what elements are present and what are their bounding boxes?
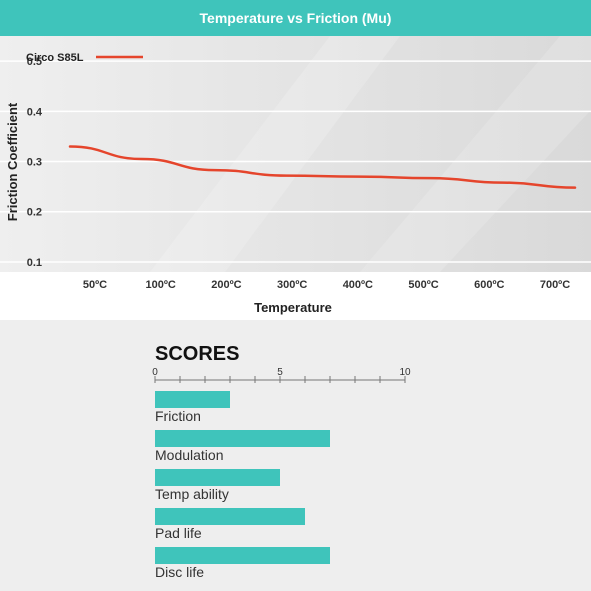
x-tick-label: 300ºC xyxy=(277,279,307,291)
friction-line-chart: 0.1 0.2 0.3 0.4 0.5 50ºC 100ºC 200ºC 300ºC 400ºC… xyxy=(0,36,591,315)
y-axis-title: Friction Coefficient xyxy=(5,102,20,221)
score-bar-label: Disc life xyxy=(155,564,204,580)
score-bar-label: Pad life xyxy=(155,525,202,541)
scores-title: SCORES xyxy=(155,343,239,365)
score-bar xyxy=(155,391,230,408)
score-bar-label: Friction xyxy=(155,408,201,424)
series-line-circo-s85l xyxy=(68,145,577,189)
legend: Circo S85L xyxy=(26,52,143,64)
y-tick-label: 0.5 xyxy=(27,56,42,68)
scores-tick-label: 5 xyxy=(277,367,283,378)
y-tick-label: 0.4 xyxy=(27,106,43,118)
x-tick-label: 100ºC xyxy=(146,279,176,291)
y-tick-label: 0.3 xyxy=(27,157,42,169)
score-bar xyxy=(155,469,280,486)
plot-area xyxy=(0,36,591,272)
x-tick-label: 50ºC xyxy=(83,279,107,291)
x-tick-label: 500ºC xyxy=(408,279,438,291)
score-bar-label: Modulation xyxy=(155,447,224,463)
x-tick-label: 200ºC xyxy=(211,279,241,291)
score-bar xyxy=(155,547,330,564)
x-tick-label: 600ºC xyxy=(474,279,504,291)
x-tick-label: 700ºC xyxy=(540,279,570,291)
score-bar xyxy=(155,430,330,447)
y-tick-label: 0.1 xyxy=(27,257,42,269)
scores-tick-label: 10 xyxy=(399,367,411,378)
score-bar xyxy=(155,508,305,525)
chart-title: Temperature vs Friction (Mu) xyxy=(0,0,591,36)
x-axis-title: Temperature xyxy=(254,300,332,315)
legend-entry-circo-s85l: Circo S85L xyxy=(26,52,84,64)
scores-tick-label: 0 xyxy=(152,367,158,378)
x-tick-label: 400ºC xyxy=(343,279,373,291)
score-bar-label: Temp ability xyxy=(155,486,229,502)
scores-panel xyxy=(0,320,591,591)
y-tick-label: 0.2 xyxy=(27,207,42,219)
